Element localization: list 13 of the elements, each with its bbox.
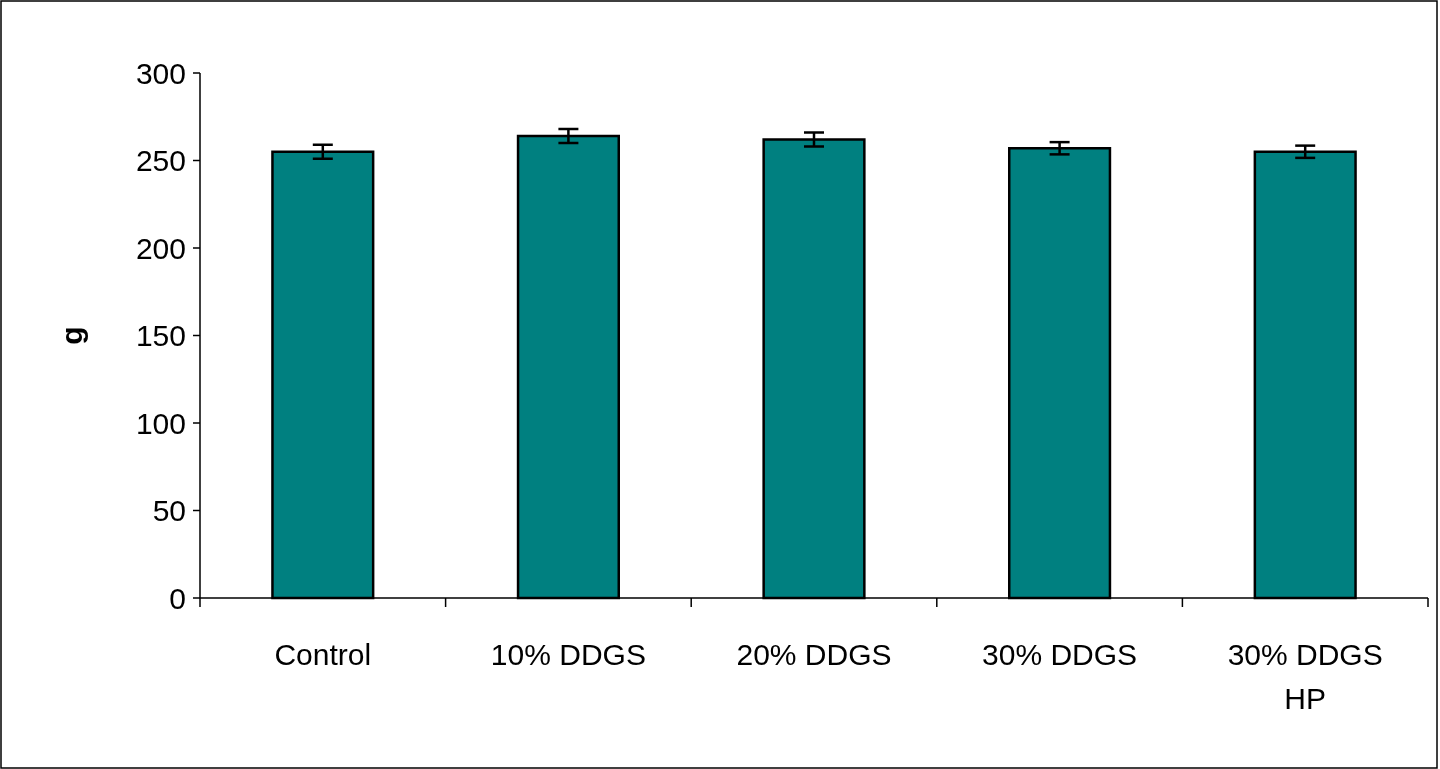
y-tick-label: 150 (135, 319, 186, 352)
x-tick-label: 10% DDGS (490, 638, 646, 671)
y-axis-title: g (55, 326, 88, 345)
y-tick-label: 100 (135, 406, 186, 440)
x-tick-label: Control (274, 638, 372, 671)
y-tick-label: 200 (135, 231, 186, 265)
y-tick-label: 300 (135, 56, 186, 90)
y-tick-label: 0 (169, 581, 186, 615)
y-tick-label: 50 (152, 494, 186, 527)
x-tick-label: 30% DDGS HP (1227, 638, 1383, 715)
y-tick-label: 250 (135, 144, 186, 177)
x-tick-label: 20% DDGS (736, 638, 892, 671)
x-tick-label: 30% DDGS (982, 638, 1138, 671)
